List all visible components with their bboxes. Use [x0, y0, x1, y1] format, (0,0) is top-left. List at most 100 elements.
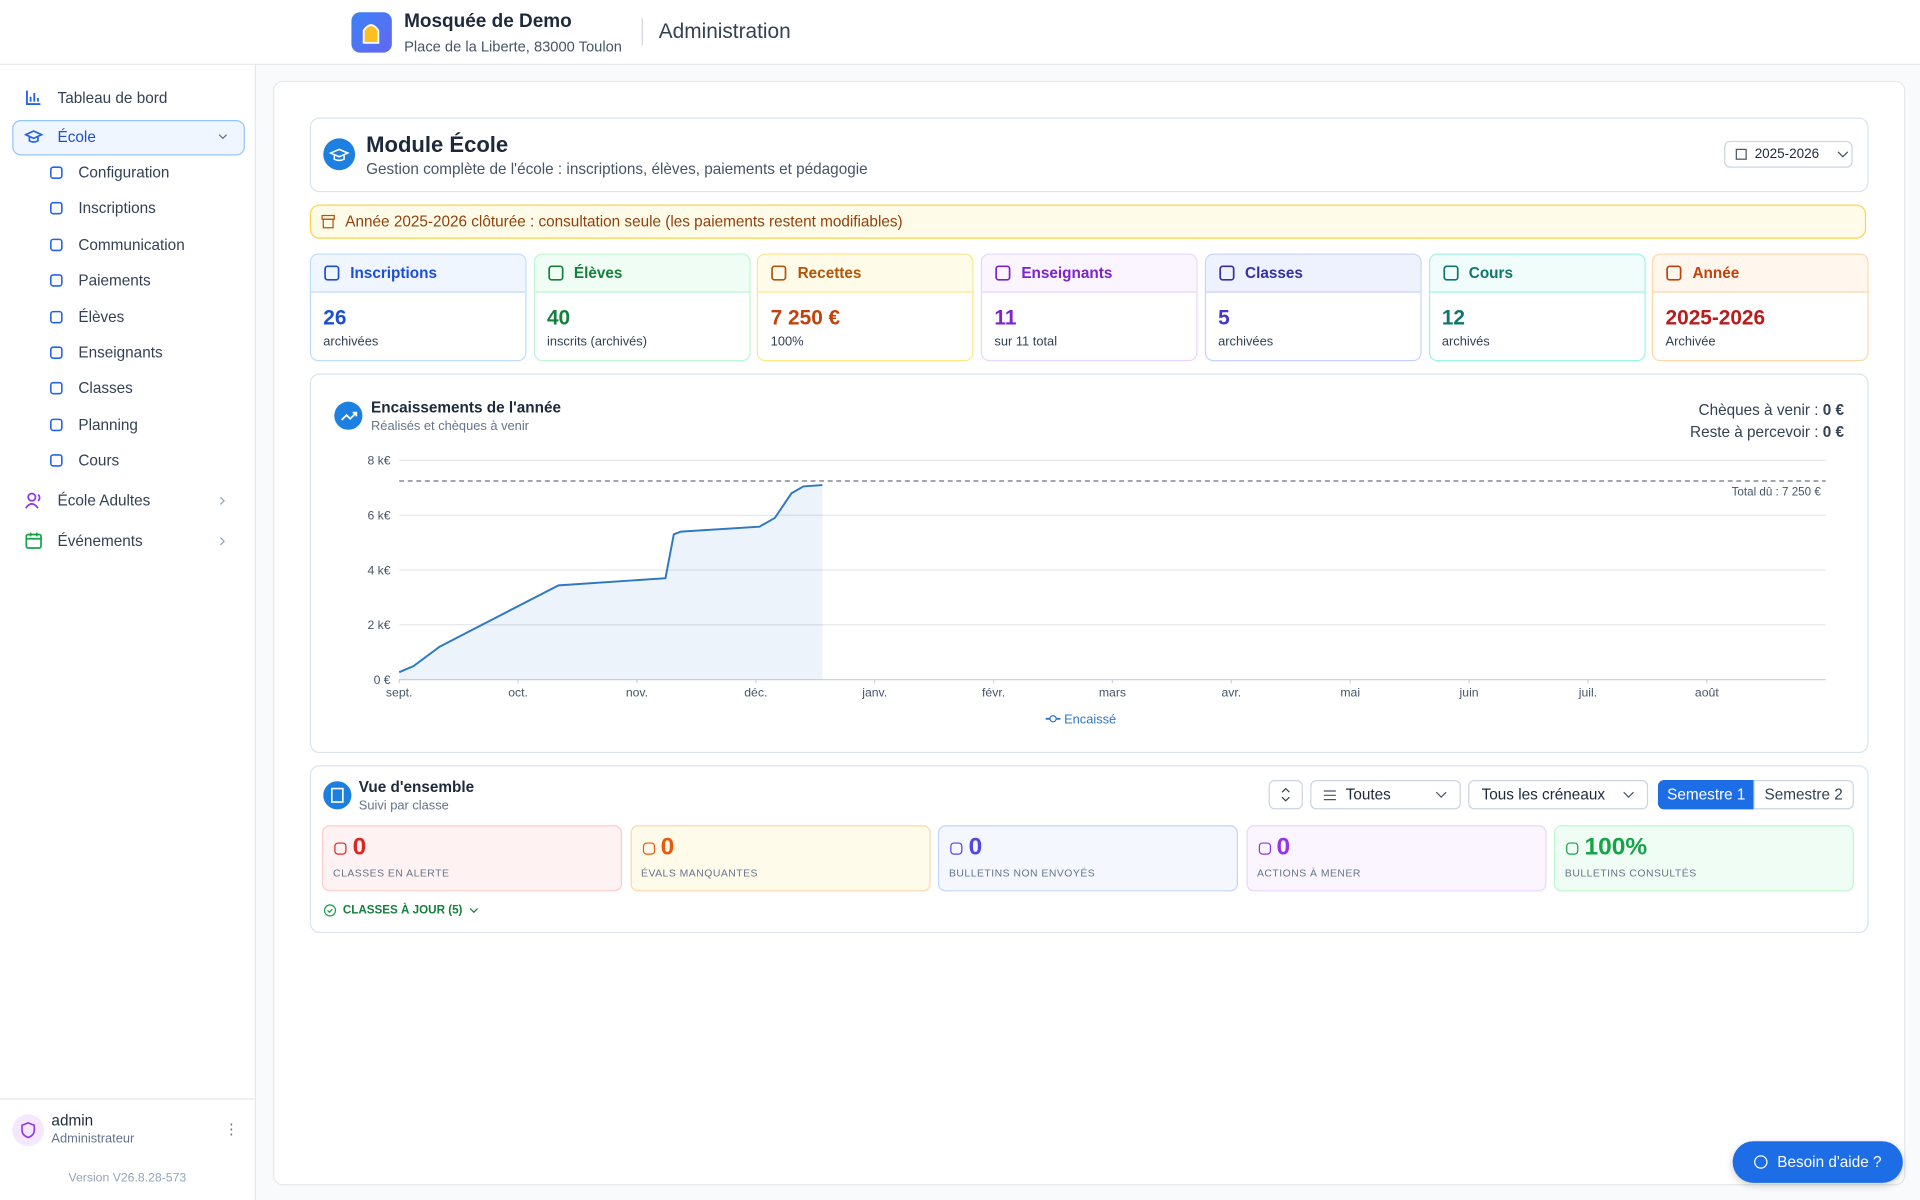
stat-card: Enseignants 11 sur 11 total: [980, 253, 1198, 362]
kpi-icon: [950, 842, 963, 855]
side-info-label: Reste à percevoir :: [1690, 423, 1819, 441]
kpi-value: 0: [352, 833, 367, 861]
kpi-value: 0: [1276, 833, 1291, 861]
nav-dashboard[interactable]: Tableau de bord: [24, 88, 167, 106]
module-title: Module École: [366, 132, 509, 157]
user-menu[interactable]: ⋮: [224, 1120, 239, 1138]
icon: [323, 904, 337, 917]
logo: [351, 12, 392, 53]
nav-sub-item[interactable]: Élèves: [49, 308, 124, 325]
nav-sub-item[interactable]: Paiements: [49, 272, 151, 289]
y-tick-label: 8 k€: [367, 454, 390, 468]
icon-shape: [1442, 265, 1459, 281]
icon: [50, 418, 63, 431]
kpi-value: 0: [968, 833, 983, 861]
avatar: [12, 1114, 45, 1147]
side-info-row: Chèques à venir : 0 €: [1690, 399, 1845, 421]
chevron: [469, 907, 478, 913]
chevron: [1837, 151, 1848, 158]
help-button[interactable]: Besoin d'aide ?: [1732, 1141, 1903, 1183]
side-info: Chèques à venir : 0 € Reste à percevoir …: [1690, 399, 1844, 443]
icon-shape: [771, 265, 787, 281]
chevron: [219, 496, 225, 505]
icon: [50, 310, 63, 323]
kpi-card: 0 CLASSES EN ALERTE: [322, 825, 623, 892]
stat-header: Inscriptions: [311, 254, 526, 293]
x-tick-label: juin: [1459, 686, 1479, 700]
stat-header: Cours: [1429, 254, 1644, 293]
nav-school[interactable]: École: [24, 127, 96, 146]
icon-shape: [50, 166, 63, 179]
user-name: admin: [51, 1111, 94, 1129]
nav-sub-item[interactable]: Configuration: [49, 164, 169, 181]
version: Version V26.8.28-573: [68, 1171, 187, 1186]
kpi-label: BULLETINS CONSULTÉS: [1564, 866, 1697, 880]
nav-sub-item[interactable]: Planning: [49, 416, 138, 433]
nav-sub-item[interactable]: Classes: [49, 380, 133, 397]
icon: [331, 787, 344, 803]
chart-icon: [334, 401, 363, 430]
chevron: [1435, 791, 1447, 799]
kpi-card: 0 ACTIONS À MENER: [1245, 825, 1546, 892]
stat-note: inscrits (archivés): [546, 334, 647, 349]
icon: [50, 274, 63, 287]
kpi-value: 100%: [1584, 833, 1648, 861]
up-to-date-toggle[interactable]: CLASSES À JOUR (5): [323, 904, 478, 917]
slot-filter[interactable]: Tous les créneaux: [1468, 780, 1649, 810]
stat-value: 40: [546, 306, 571, 330]
stat-card: Classes 5 archivées: [1204, 253, 1422, 362]
stat-note: 100%: [770, 334, 804, 349]
nav-sub-item[interactable]: Communication: [49, 236, 185, 253]
sort-button[interactable]: [1268, 780, 1303, 810]
user-role: Administrateur: [51, 1131, 135, 1147]
nav-active-bg: [12, 120, 245, 156]
nav-label: Communication: [78, 236, 185, 254]
icon: [50, 166, 63, 179]
y-tick-label: 0 €: [374, 673, 391, 687]
stat-label: Enseignants: [1021, 264, 1113, 282]
icon: [1219, 265, 1235, 281]
icon: [1754, 1155, 1769, 1169]
module-subtitle: Gestion complète de l'école : inscriptio…: [366, 160, 868, 178]
nav-sub-item[interactable]: Enseignants: [49, 344, 163, 361]
section-title: Administration: [658, 19, 791, 43]
chart-card: Encaissements de l'année Réalisés et chè…: [309, 373, 1869, 754]
side-info-value: 0 €: [1822, 423, 1845, 441]
stat-value: 5: [1218, 306, 1230, 330]
icon: [1442, 265, 1459, 281]
icon: [328, 148, 350, 162]
icon-shape: [50, 382, 63, 395]
kpi-card: 0 BULLETINS NON ENVOYÉS: [937, 825, 1238, 892]
kpi-label: CLASSES EN ALERTE: [333, 866, 450, 880]
icon-shape: [50, 454, 63, 467]
help-label: Besoin d'aide ?: [1777, 1153, 1882, 1171]
icon: [1666, 265, 1682, 281]
icon: [25, 532, 42, 549]
class-filter-value: Toutes: [1345, 786, 1391, 804]
nav-adults[interactable]: École Adultes: [24, 491, 150, 509]
icon: [50, 238, 63, 251]
icon-shape: [1666, 265, 1682, 281]
semester-tab[interactable]: Semestre 2: [1753, 780, 1854, 810]
divider: [641, 18, 643, 46]
icon: [547, 265, 564, 281]
legend-label: Encaissé: [1064, 712, 1116, 727]
icon: [995, 265, 1011, 281]
module-icon: [323, 138, 356, 171]
stat-card: Cours 12 archivés: [1428, 253, 1646, 362]
alert-banner: Année 2025-2026 clôturée : consultation …: [309, 204, 1867, 239]
kpi-icon: [334, 842, 347, 855]
nav-events[interactable]: Événements: [24, 531, 143, 549]
class-filter[interactable]: Toutes: [1310, 780, 1461, 810]
stat-label: Année: [1692, 264, 1740, 282]
stat-card: Année 2025-2026 Archivée: [1652, 253, 1869, 362]
nav-label: École: [57, 127, 96, 146]
kpi-label: ACTIONS À MENER: [1256, 866, 1361, 880]
year-select[interactable]: 2025-2026: [1724, 140, 1853, 168]
nav-sub-item[interactable]: Inscriptions: [49, 200, 156, 217]
semester-tab-active[interactable]: Semestre 1: [1657, 780, 1755, 810]
icon: [1281, 787, 1290, 802]
nav-sub-item[interactable]: Cours: [49, 452, 119, 469]
stat-value: 7 250 €: [770, 306, 841, 330]
